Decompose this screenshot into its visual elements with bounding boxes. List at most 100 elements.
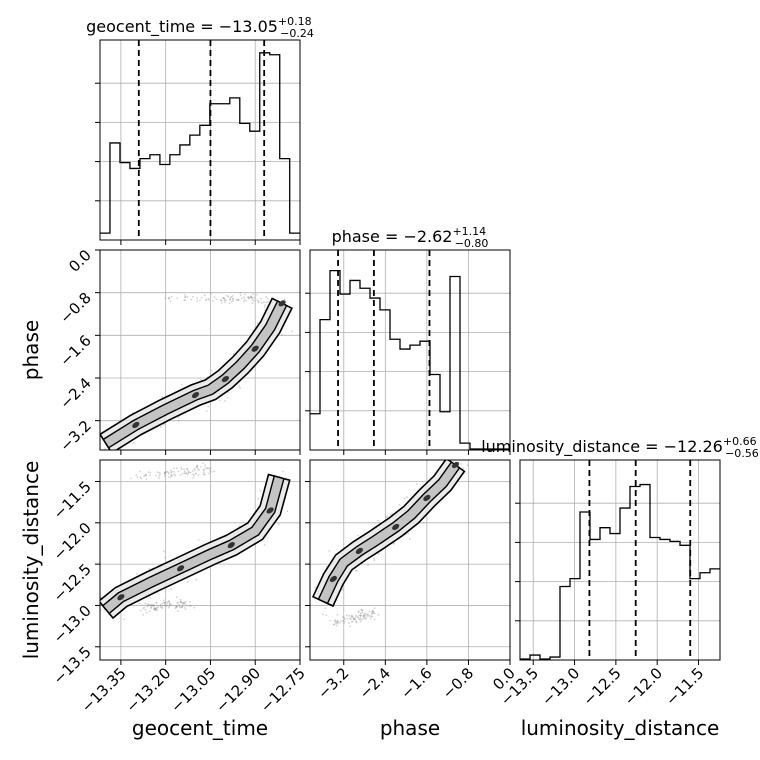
sample-point <box>153 608 155 610</box>
sample-point <box>192 295 194 298</box>
sample-point <box>346 617 349 620</box>
sample-point <box>161 395 164 398</box>
sample-point <box>335 620 337 623</box>
hist-geocent_time-steps <box>100 52 300 234</box>
sample-point <box>183 299 186 302</box>
joint-geocent_time-phase-density-peak <box>191 392 200 399</box>
sample-point <box>163 604 166 606</box>
sample-point <box>154 607 157 610</box>
sample-point <box>367 564 369 566</box>
sample-point <box>161 607 163 609</box>
sample-point <box>186 581 189 584</box>
sample-point <box>150 603 153 606</box>
sample-point <box>264 304 266 306</box>
sample-point <box>206 467 209 470</box>
sample-point <box>253 296 256 299</box>
sample-point <box>333 623 335 626</box>
sample-point <box>336 621 339 623</box>
sample-point <box>202 473 205 476</box>
sample-point <box>164 297 167 299</box>
sample-point <box>364 618 366 620</box>
sample-point <box>175 606 178 608</box>
sample-point <box>251 302 254 304</box>
sample-point <box>223 297 225 299</box>
sample-point <box>176 297 179 299</box>
sample-point <box>227 396 229 399</box>
sample-point <box>169 476 172 478</box>
sample-point <box>460 463 462 465</box>
sample-point <box>180 601 182 604</box>
sample-point <box>204 299 207 302</box>
sample-point <box>371 611 373 613</box>
sample-point <box>199 465 202 468</box>
sample-point <box>357 610 360 613</box>
sample-point <box>189 471 192 474</box>
sample-point <box>232 297 234 300</box>
tick-label: −0.8 <box>439 664 477 702</box>
sample-point <box>168 476 170 478</box>
joint-phase-luminosity_distance-density-peak <box>355 547 363 554</box>
sample-point <box>145 478 148 480</box>
sample-point <box>159 473 162 476</box>
sample-point <box>153 606 156 609</box>
sample-point <box>183 601 186 604</box>
sample-point <box>165 471 168 474</box>
sample-point <box>336 613 339 616</box>
sample-point <box>377 519 379 522</box>
sample-point <box>152 605 155 607</box>
sample-point <box>193 475 195 477</box>
sample-point <box>204 467 207 469</box>
joint-phase-luminosity_distance <box>305 459 511 665</box>
sample-point <box>333 620 336 622</box>
sample-point <box>149 597 151 599</box>
sample-point <box>187 469 190 472</box>
sample-point <box>251 298 254 301</box>
sample-point <box>372 612 375 614</box>
joint-geocent_time-luminosity_distance-frame <box>99 459 301 661</box>
hist-geocent_time-frame <box>99 39 301 241</box>
sample-point <box>160 425 162 428</box>
sample-point <box>197 539 200 541</box>
sample-point <box>281 334 283 336</box>
sample-point <box>466 464 469 466</box>
sample-point <box>142 613 145 616</box>
sample-point <box>165 605 168 607</box>
sample-point <box>207 298 210 300</box>
sample-point <box>362 617 365 620</box>
sample-point <box>155 607 158 609</box>
sample-point <box>230 301 233 303</box>
tick-label: −12.90 <box>212 664 264 716</box>
sample-point <box>325 565 328 568</box>
sample-point <box>186 473 189 476</box>
sample-point <box>181 472 184 475</box>
sample-point <box>130 477 132 480</box>
sample-point <box>353 618 356 621</box>
sample-point <box>175 606 177 608</box>
sample-point <box>356 616 359 618</box>
sample-point <box>360 608 363 611</box>
joint-phase-luminosity_distance-density <box>311 460 469 628</box>
sample-point <box>150 604 153 607</box>
sample-point <box>335 624 338 627</box>
sample-point <box>156 609 158 612</box>
sample-point <box>358 614 361 617</box>
sample-point <box>422 521 425 524</box>
sample-point <box>179 606 182 609</box>
sample-point <box>373 557 375 560</box>
joint-geocent_time-phase-density-peak <box>278 300 286 307</box>
sample-point <box>237 299 240 302</box>
sample-point <box>342 619 344 622</box>
sample-point <box>247 297 250 299</box>
sample-point <box>192 473 195 476</box>
sample-point <box>377 613 380 616</box>
sample-point <box>157 606 159 609</box>
sample-point <box>164 601 167 604</box>
sample-point <box>343 616 346 619</box>
y-axis-label: luminosity_distance <box>19 461 43 660</box>
sample-point <box>166 602 169 604</box>
joint-geocent_time-phase-density-peak <box>132 421 140 428</box>
sample-point <box>247 296 249 299</box>
sample-point <box>192 477 195 479</box>
sample-point <box>196 297 198 300</box>
sample-point <box>345 614 348 617</box>
